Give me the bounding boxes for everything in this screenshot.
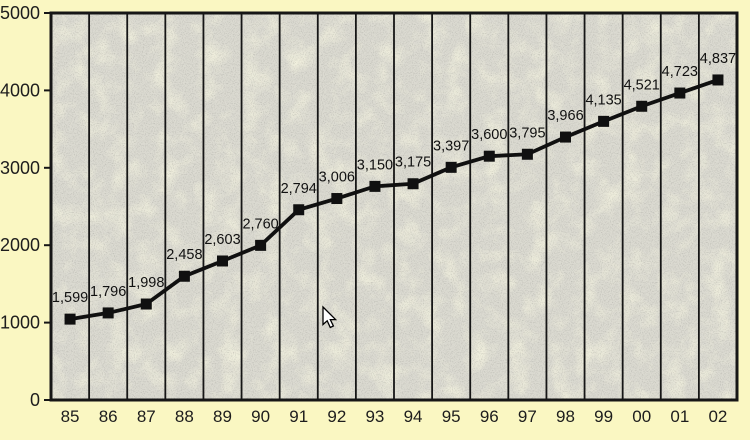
x-axis-tick-label: 96 — [480, 407, 499, 426]
data-point-label: 2,794 — [281, 181, 317, 197]
data-point-label: 3,006 — [319, 170, 355, 186]
data-point-marker — [674, 87, 686, 99]
x-axis-tick-label: 93 — [365, 407, 384, 426]
data-series-group — [64, 74, 724, 325]
data-point-marker — [407, 178, 419, 190]
data-point-label: 2,603 — [204, 232, 240, 248]
data-point-marker — [636, 100, 648, 112]
data-point-label: 4,521 — [624, 77, 660, 93]
x-axis-tick-label: 97 — [518, 407, 537, 426]
plot-border — [49, 11, 739, 402]
data-point-marker — [521, 148, 533, 160]
x-axis-tick-label: 91 — [289, 407, 308, 426]
x-axis-tick-label: 86 — [99, 407, 118, 426]
data-point-marker — [255, 239, 267, 251]
data-point-marker — [217, 255, 228, 267]
data-point-marker — [64, 313, 76, 325]
x-axis-tick-label: 99 — [594, 407, 613, 426]
x-axis-tick-label: 94 — [404, 407, 423, 426]
y-axis-tick-label: 5000 — [0, 3, 40, 23]
data-point-label: 3,600 — [471, 127, 507, 143]
data-point-marker — [483, 150, 495, 162]
data-point-label: 2,760 — [242, 216, 278, 232]
data-point-marker — [560, 131, 571, 143]
data-point-marker — [102, 307, 114, 319]
data-point-label: 1,599 — [52, 290, 88, 306]
arrow-pointer-icon — [322, 305, 338, 329]
x-axis-tick-label: 95 — [442, 407, 461, 426]
x-axis-tick-label: 98 — [556, 407, 575, 426]
data-point-label: 4,135 — [585, 92, 621, 108]
x-axis-tick-label: 90 — [251, 407, 270, 426]
data-point-marker — [178, 270, 190, 282]
y-axis-tick-label: 0 — [30, 390, 40, 410]
x-axis-tick-label: 88 — [175, 407, 194, 426]
data-point-marker — [445, 161, 457, 173]
data-point-label: 3,966 — [547, 108, 583, 124]
data-point-marker — [331, 193, 343, 205]
data-point-label: 3,150 — [357, 157, 393, 173]
y-axis-tick-label: 4000 — [0, 80, 40, 100]
data-point-label: 3,175 — [395, 155, 431, 171]
x-axis-tick-label: 00 — [632, 407, 651, 426]
y-axis-tick-label: 1000 — [0, 313, 40, 333]
x-axis-tick-label: 01 — [670, 407, 689, 426]
data-point-label: 2,458 — [166, 247, 202, 263]
data-point-label: 3,397 — [433, 138, 469, 154]
data-point-label: 3,795 — [509, 125, 545, 141]
data-line — [69, 78, 719, 321]
data-point-marker — [369, 180, 381, 192]
data-point-marker — [598, 115, 610, 127]
gridline-group — [88, 13, 700, 400]
y-axis-tick-label: 2000 — [0, 235, 40, 255]
data-point-marker — [293, 204, 305, 216]
x-axis-tick-label: 92 — [327, 407, 346, 426]
x-axis-tick-label: 87 — [137, 407, 156, 426]
x-axis-tick-label: 02 — [708, 407, 727, 426]
mouse-cursor — [322, 305, 338, 329]
data-point-label: 4,837 — [700, 51, 736, 67]
data-point-label: 4,723 — [662, 64, 698, 80]
data-point-marker — [712, 74, 724, 86]
y-axis-tick-label: 3000 — [0, 158, 40, 178]
data-point-marker — [140, 298, 152, 310]
data-point-label: 1,998 — [128, 275, 164, 291]
x-axis-tick-label: 85 — [61, 407, 80, 426]
x-axis-tick-label: 89 — [213, 407, 232, 426]
data-point-label: 1,796 — [90, 284, 126, 300]
